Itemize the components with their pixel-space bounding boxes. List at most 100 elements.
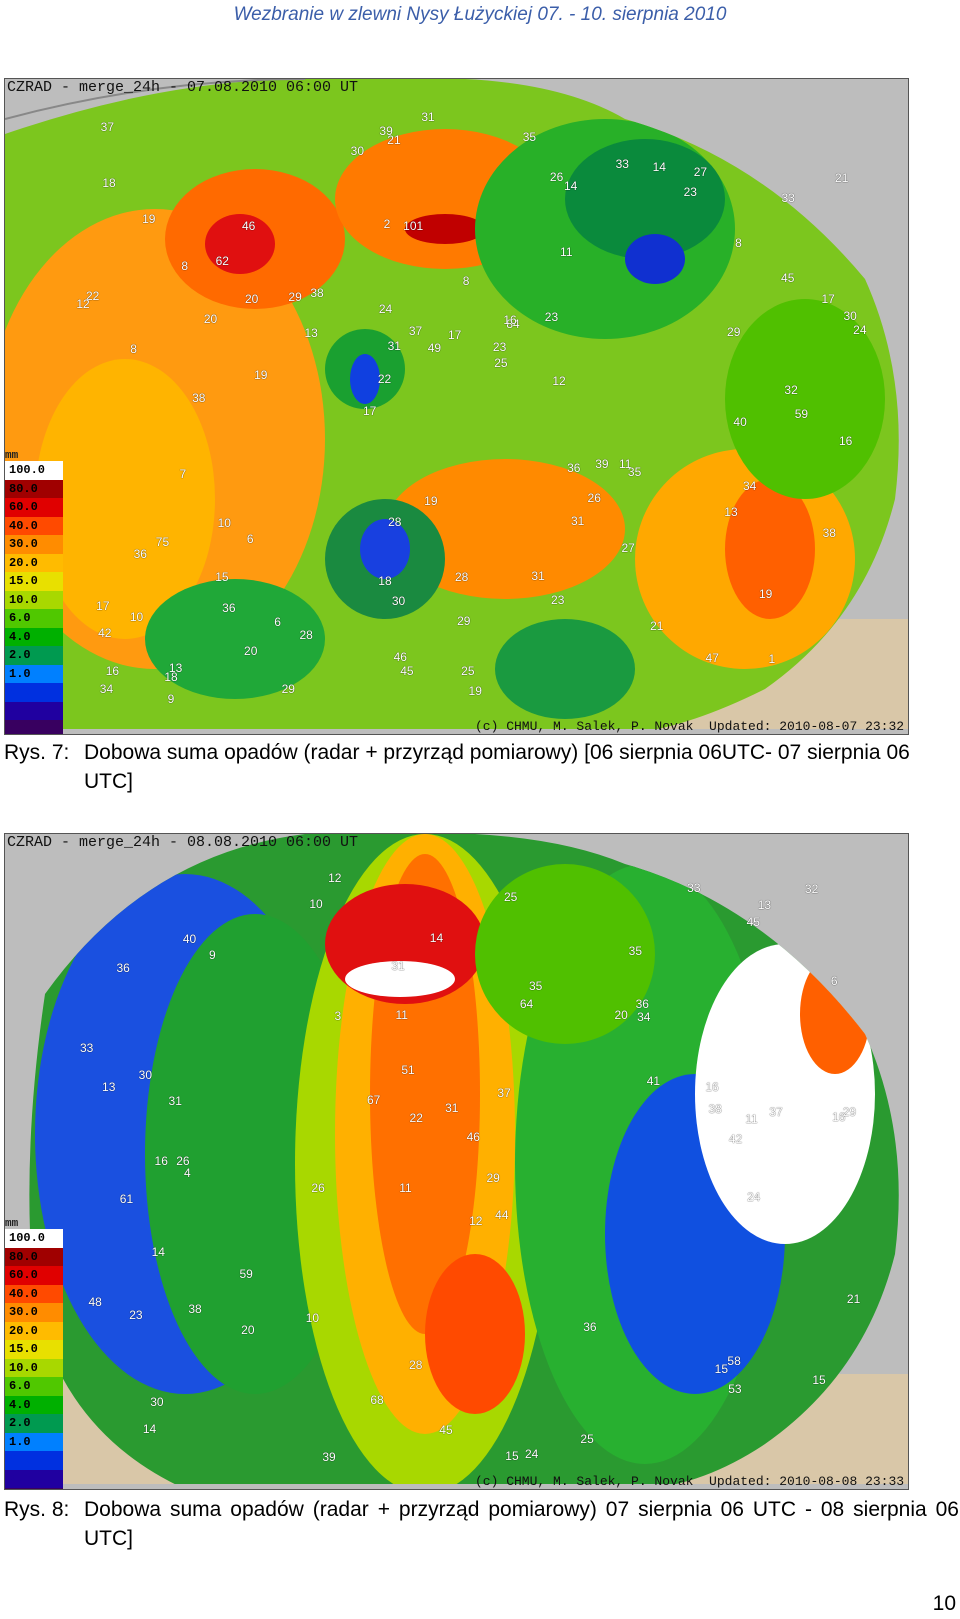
station-value: 53 <box>728 1382 742 1397</box>
station-value: 40 <box>182 932 197 947</box>
station-value: 32 <box>804 881 819 896</box>
station-value: 39 <box>595 456 609 471</box>
station-value: 41 <box>646 1074 661 1089</box>
station-value: 46 <box>393 650 407 665</box>
station-value: 38 <box>822 525 836 540</box>
station-value: 14 <box>563 178 578 193</box>
radar-map-figure-8: CZRAD - merge_24h - 08.08.2010 06:00 UT … <box>4 833 909 1490</box>
radar-credit: (c) CHMU, M. Salek, P. Novak Updated: 20… <box>475 719 909 734</box>
station-value: 33 <box>687 881 701 896</box>
station-value: 51 <box>401 1062 415 1077</box>
station-value: 16 <box>705 1080 719 1095</box>
station-value: 23 <box>129 1307 143 1322</box>
station-value: 13 <box>757 898 772 913</box>
station-value: 25 <box>494 356 508 371</box>
station-value: 34 <box>99 681 114 696</box>
station-value: 39 <box>322 1450 336 1465</box>
station-value: 59 <box>239 1266 253 1281</box>
station-value: 16 <box>154 1154 168 1169</box>
station-value: 26 <box>587 491 601 506</box>
station-value: 10 <box>129 609 144 624</box>
station-value: 8 <box>735 235 742 250</box>
station-value: 23 <box>492 339 507 354</box>
station-value: 47 <box>705 650 719 665</box>
station-value: 8 <box>462 274 470 289</box>
station-value: 75 <box>155 535 170 550</box>
station-value: 35 <box>628 943 642 958</box>
station-value: 28 <box>409 1357 423 1372</box>
legend-level: 40.0 <box>5 1284 63 1303</box>
station-value: 38 <box>192 390 206 405</box>
station-value: 19 <box>142 211 156 226</box>
station-value: 17 <box>821 291 835 306</box>
legend-level: 1.0 <box>5 664 63 683</box>
legend-level: 10.0 <box>5 1358 63 1377</box>
legend-level: 15.0 <box>5 1340 63 1359</box>
station-value: 11 <box>618 457 632 472</box>
legend-level: 30.0 <box>5 1303 63 1322</box>
station-value: 58 <box>727 1354 741 1369</box>
caption-text: Dobowa suma opadów (radar + przyrząd pom… <box>84 741 910 793</box>
station-value: 14 <box>429 931 444 946</box>
station-value: 19 <box>424 494 438 509</box>
radar-title: CZRAD - merge_24h - 07.08.2010 06:00 UT <box>7 79 359 96</box>
station-value: 14 <box>142 1421 157 1436</box>
station-value: 14 <box>652 160 666 175</box>
legend-level: 10.0 <box>5 590 63 609</box>
station-value: 61 <box>119 1192 134 1207</box>
station-value: 25 <box>503 889 518 904</box>
page-header: Wezbranie w zlewni Nysy Łużyckiej 07. - … <box>233 4 727 25</box>
station-value: 45 <box>781 271 795 286</box>
station-value: 30 <box>350 143 364 158</box>
station-value: 31 <box>531 568 545 583</box>
station-value: 59 <box>794 406 809 421</box>
station-value: 40 <box>733 414 747 429</box>
station-value: 17 <box>363 404 377 419</box>
legend-level: 0.1 <box>5 720 63 734</box>
station-value: 34 <box>637 1009 651 1024</box>
legend-unit: mm <box>5 1218 19 1230</box>
legend-level: 100.0 <box>5 461 63 480</box>
station-value: 19 <box>254 367 268 382</box>
station-value: 17 <box>447 328 462 343</box>
station-value: 24 <box>747 1189 761 1204</box>
caption-label: Rys. 7: <box>4 741 70 764</box>
station-value: 6 <box>246 531 254 546</box>
station-value: 62 <box>215 254 229 269</box>
station-value: 15 <box>812 1372 826 1387</box>
station-value: 18 <box>378 574 392 589</box>
station-value: 10 <box>309 897 323 912</box>
station-value: 28 <box>299 628 313 643</box>
station-value: 38 <box>310 286 324 301</box>
precipitation-legend: mm 100.0 80.0 60.0 40.0 30.0 20.0 15.0 10.0 6.0 4.… <box>5 451 63 734</box>
station-value: 11 <box>399 1181 412 1196</box>
legend-level: 6.0 <box>5 1377 63 1396</box>
station-value: 11 <box>395 1008 408 1023</box>
station-value: 24 <box>524 1447 539 1462</box>
station-value: 22 <box>377 372 392 386</box>
station-value: 28 <box>454 569 469 584</box>
station-value: 29 <box>457 614 471 629</box>
legend-level: 60.0 <box>5 498 63 517</box>
station-value: 33 <box>615 157 629 172</box>
station-value: 24 <box>378 302 393 317</box>
station-value: 16 <box>839 433 853 448</box>
station-value: 36 <box>222 601 236 616</box>
station-value: 67 <box>366 1092 381 1107</box>
station-value: 35 <box>522 130 537 145</box>
station-value: 15 <box>505 1449 519 1464</box>
station-value: 18 <box>164 670 178 685</box>
station-value: 31 <box>445 1101 459 1116</box>
station-value: 22 <box>409 1110 423 1125</box>
station-value: 15 <box>714 1362 729 1377</box>
legend-level: 4.0 <box>5 627 63 646</box>
station-value: 29 <box>281 682 295 697</box>
station-value: 19 <box>758 587 773 602</box>
station-value: 4 <box>183 1166 191 1181</box>
station-value: 7 <box>179 467 187 482</box>
station-value: 38 <box>188 1302 202 1317</box>
station-value: 36 <box>116 960 130 975</box>
station-value: 64 <box>519 997 534 1012</box>
legend-level: 2.0 <box>5 1414 63 1433</box>
station-value: 30 <box>843 309 857 323</box>
